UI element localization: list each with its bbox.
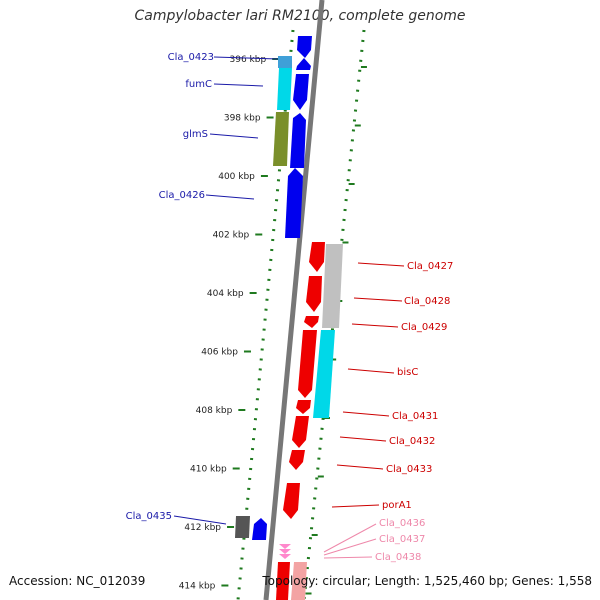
label-cla_0438[interactable]: Cla_0438 — [375, 552, 421, 563]
gene-arrow-cla_0422[interactable] — [297, 36, 312, 58]
genome-summary-text: Topology: circular; Length: 1,525,460 bp… — [262, 574, 592, 588]
gene-arrow-cla_0426[interactable] — [285, 168, 303, 238]
genome-backbone — [263, 0, 325, 600]
scale-tick-label: 404 kbp — [207, 289, 244, 299]
gene-arrow-cla_0439[interactable] — [276, 562, 290, 600]
leader-cla_0427 — [357, 262, 405, 267]
leader-cla_0429 — [351, 323, 399, 328]
rna-block-pink[interactable] — [291, 562, 307, 600]
forward-gene-track — [252, 36, 312, 540]
scale-tick-label: 402 kbp — [213, 231, 250, 241]
leader-cla_0423 — [213, 56, 279, 60]
label-cla_0428[interactable]: Cla_0428 — [404, 296, 450, 307]
rna-gene-track — [279, 544, 307, 600]
label-cla_0426[interactable]: Cla_0426 — [159, 190, 205, 201]
label-cla_0431[interactable]: Cla_0431 — [392, 411, 438, 422]
gene-arrow-cla_0432[interactable] — [292, 416, 309, 448]
gene-arrow-cla_0433[interactable] — [289, 450, 305, 470]
gene-arrow-cla_0423[interactable] — [296, 58, 311, 70]
scale-tick-label: 396 kbp — [230, 55, 267, 65]
cds-block-glms[interactable] — [273, 112, 289, 166]
scale-tick-label: 406 kbp — [201, 348, 238, 358]
accession-text: Accession: NC_012039 — [9, 574, 146, 588]
reverse-gene-track — [276, 242, 325, 600]
scale-tick-label: 414 kbp — [179, 582, 216, 592]
label-cla_0435[interactable]: Cla_0435 — [126, 511, 172, 522]
label-cla_0429[interactable]: Cla_0429 — [401, 322, 447, 333]
gene-arrow-glms[interactable] — [290, 113, 306, 168]
leader-glms — [209, 133, 259, 139]
rna-arrow-cla_0438[interactable] — [279, 554, 291, 559]
map-title: Campylobacter lari RM2100, complete geno… — [134, 8, 466, 24]
tick-labels: 396 kbp 398 kbp 400 kbp 402 kbp 404 kbp 406 k… — [179, 55, 267, 592]
label-cla_0436[interactable]: Cla_0436 — [379, 518, 425, 529]
scale-tick-label: 410 kbp — [190, 465, 227, 475]
label-cla_0437[interactable]: Cla_0437 — [379, 534, 425, 545]
leader-cla_0435 — [173, 515, 227, 525]
leader-cla_0428 — [353, 297, 403, 302]
leader-cla_0432 — [339, 436, 387, 442]
leader-cla_0426 — [205, 194, 255, 200]
label-pora1[interactable]: porA1 — [382, 500, 412, 511]
label-fumc[interactable]: fumC — [185, 79, 212, 90]
leader-cla_0433 — [336, 464, 384, 470]
gene-labels: Cla_0423 fumC glmS Cla_0426 Cla_0435 Cla… — [126, 52, 454, 563]
leader-cla_0436 — [323, 523, 377, 553]
cds-block-fumc[interactable] — [277, 68, 292, 110]
scale-tick-label: 398 kbp — [224, 114, 261, 124]
label-leader-lines — [173, 56, 405, 559]
leader-pora1 — [331, 504, 380, 508]
label-cla_0433[interactable]: Cla_0433 — [386, 464, 432, 475]
cds-block-cla_0423[interactable] — [278, 56, 292, 68]
leader-cla_0438 — [323, 556, 373, 559]
reverse-cds-blocks — [313, 244, 343, 418]
scale-tick-label: 400 kbp — [218, 172, 255, 182]
label-cla_0432[interactable]: Cla_0432 — [389, 436, 435, 447]
gene-arrow-cla_0427[interactable] — [309, 242, 325, 272]
forward-cds-blocks — [235, 56, 292, 538]
scale-tick-label: 412 kbp — [184, 523, 221, 533]
label-cla_0427[interactable]: Cla_0427 — [407, 261, 453, 272]
gene-arrow-fumc[interactable] — [293, 74, 309, 110]
gene-arrow-cla_0429[interactable] — [304, 316, 319, 328]
cds-block-bisc[interactable] — [313, 330, 335, 418]
scale-tick-label: 408 kbp — [196, 406, 233, 416]
label-glms[interactable]: glmS — [183, 129, 208, 140]
gene-arrow-cla_0435[interactable] — [252, 518, 267, 540]
rna-arrow-cla_0437[interactable] — [279, 549, 291, 554]
rna-arrow-cla_0436[interactable] — [279, 544, 291, 549]
cds-block-cla_0435[interactable] — [235, 516, 250, 538]
gene-arrow-cla_0431[interactable] — [296, 400, 311, 414]
leader-fumc — [213, 83, 264, 87]
label-bisc[interactable]: bisC — [397, 367, 418, 378]
label-cla_0423[interactable]: Cla_0423 — [168, 52, 214, 63]
cds-block-cla_0428[interactable] — [322, 244, 343, 328]
leader-cla_0437 — [323, 538, 377, 556]
leader-bisc — [347, 368, 395, 374]
gene-arrow-bisc[interactable] — [298, 330, 317, 398]
gene-arrow-pora1[interactable] — [283, 483, 300, 519]
gene-arrow-cla_0428[interactable] — [306, 276, 322, 312]
leader-cla_0431 — [342, 411, 390, 417]
